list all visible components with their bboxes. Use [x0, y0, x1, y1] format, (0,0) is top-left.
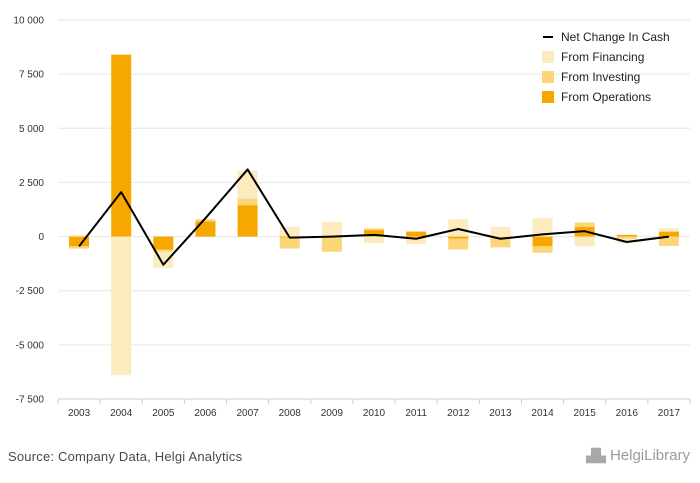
legend-swatch-from-investing: [542, 71, 554, 83]
x-tick-label: 2004: [110, 408, 133, 419]
bar-from-investing-2016: [616, 236, 637, 239]
source-note: Source: Company Data, Helgi Analytics: [8, 449, 243, 464]
bar-from-financing-2012: [448, 219, 469, 237]
x-tick-label: 2012: [447, 408, 470, 419]
bar-from-operations-2004: [111, 54, 132, 237]
net-change-in-cash-line: [78, 168, 670, 266]
x-tick-label: 2003: [68, 408, 91, 419]
bar-from-operations-2003: [69, 236, 90, 247]
y-axis: 10 000 7 500 5 000 2 500 0 -2 500 -5 000 -7 500: [13, 16, 44, 406]
bar-from-operations-2010: [364, 230, 384, 237]
bar-from-investing-2014: [532, 246, 553, 253]
bar-from-financing-2011: [406, 237, 427, 245]
logo-text: HelgiLibrary: [609, 447, 690, 464]
x-tick-label: 2007: [236, 408, 259, 419]
bar-from-investing-2008: [279, 237, 300, 249]
bar-from-financing-2007: [237, 170, 258, 199]
x-axis: 2003 2004 2005 2006 2007 2008 2009 2010 2011 2012…: [57, 398, 691, 419]
bar-from-operations-2014: [532, 236, 553, 247]
bar-from-financing-2010: [364, 236, 384, 244]
legend-label: From Operations: [561, 90, 651, 104]
bar-from-financing-2014: [532, 218, 553, 237]
legend-label: Net Change In Cash: [561, 30, 670, 44]
x-tick-label: 2015: [574, 408, 597, 419]
bar-from-investing-2015: [574, 222, 595, 227]
helgi-library-logo: ▟▙ HelgiLibrary: [586, 447, 690, 464]
bar-from-financing-2013: [490, 226, 511, 237]
bar-from-operations-2011: [406, 231, 427, 237]
bar-from-investing-2007: [237, 198, 258, 206]
bar-from-operations-2016: [616, 234, 637, 237]
bar-from-investing-2005: [153, 249, 174, 252]
bar-from-operations-2012: [448, 236, 469, 239]
bar-from-financing-2015: [574, 236, 595, 247]
bar-from-investing-2006: [195, 219, 216, 222]
bar-from-operations-2007: [237, 205, 258, 237]
x-tick-label: 2014: [531, 408, 554, 419]
bar-from-operations-2006: [195, 221, 216, 237]
bar-from-financing-2003: [69, 234, 90, 237]
bar-from-operations-2017: [658, 231, 679, 237]
x-tick-label: 2006: [194, 408, 217, 419]
bars: [69, 54, 679, 376]
bar-from-financing-2017: [658, 228, 679, 232]
bar-from-investing-2009: [321, 236, 342, 252]
x-tick-label: 2011: [405, 408, 427, 419]
bar-from-investing-2012: [448, 238, 469, 250]
cash-flow-chart: 10 000 7 500 5 000 2 500 0 -2 500 -5 000 -7 500…: [13, 16, 691, 419]
y-tick-label: 2 500: [19, 178, 44, 189]
bar-from-financing-2004: [111, 236, 132, 376]
legend: Net Change In Cash From Financing From Inv…: [542, 30, 670, 104]
bar-from-financing-2016: [616, 238, 637, 244]
bar-from-financing-2008: [279, 226, 300, 237]
x-tick-label: 2016: [616, 408, 639, 419]
y-tick-label: -7 500: [16, 395, 45, 406]
x-tick-label: 2009: [321, 408, 344, 419]
bar-from-investing-2017: [658, 236, 679, 246]
bar-from-investing-2003: [69, 246, 90, 249]
x-tick-label: 2013: [489, 408, 512, 419]
y-tick-label: 7 500: [19, 70, 44, 81]
y-tick-label: 0: [38, 232, 44, 243]
legend-label: From Investing: [561, 70, 640, 84]
x-tick-label: 2017: [658, 408, 681, 419]
y-tick-label: 10 000: [13, 16, 44, 27]
library-icon: ▟▙: [585, 447, 606, 463]
legend-swatch-from-operations: [542, 91, 554, 103]
x-tick-label: 2008: [279, 408, 302, 419]
x-tick-label: 2010: [363, 408, 386, 419]
y-tick-label: -2 500: [16, 286, 45, 297]
legend-swatch-from-financing: [542, 51, 554, 63]
bar-from-investing-2011: [406, 236, 427, 238]
bar-from-financing-2009: [321, 221, 342, 237]
net-change-line: [78, 168, 670, 266]
bar-from-operations-2005: [153, 236, 174, 250]
y-tick-label: -5 000: [16, 340, 45, 351]
bar-from-investing-2013: [490, 236, 511, 248]
x-tick-label: 2005: [152, 408, 175, 419]
legend-label: From Financing: [561, 50, 644, 64]
y-tick-label: 5 000: [19, 124, 44, 135]
bar-from-investing-2010: [364, 228, 384, 231]
